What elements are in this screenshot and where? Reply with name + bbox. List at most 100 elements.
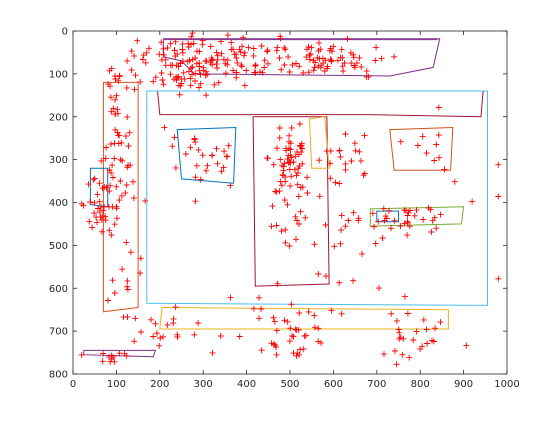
data-point-585 — [100, 350, 107, 357]
data-point-328 — [192, 174, 199, 181]
data-point-261 — [123, 239, 130, 246]
data-point-95 — [179, 49, 186, 56]
data-point-7 — [158, 56, 165, 63]
data-point-599 — [323, 273, 329, 280]
data-point-397 — [288, 173, 295, 180]
data-point-370 — [287, 182, 294, 189]
data-point-367 — [282, 226, 289, 233]
data-point-127 — [340, 68, 347, 75]
data-point-454 — [273, 222, 280, 229]
data-point-391 — [282, 178, 289, 185]
data-point-532 — [311, 324, 318, 331]
data-point-588 — [116, 350, 123, 357]
data-point-483 — [407, 207, 413, 214]
data-point-612 — [350, 277, 357, 284]
data-point-457 — [404, 212, 411, 219]
data-point-316 — [108, 232, 115, 238]
data-point-29 — [213, 61, 220, 67]
data-point-134 — [338, 46, 345, 53]
data-point-139 — [305, 69, 312, 76]
data-point-425 — [356, 148, 363, 155]
data-point-100 — [208, 57, 215, 64]
data-point-224 — [113, 92, 120, 99]
data-point-597 — [256, 294, 262, 301]
data-point-302 — [78, 200, 85, 207]
data-point-515 — [281, 317, 288, 324]
polygon-4 — [102, 81, 139, 313]
data-point-277 — [111, 140, 118, 147]
data-point-28 — [158, 39, 165, 46]
data-point-325 — [204, 162, 211, 169]
data-point-436 — [315, 271, 322, 277]
data-point-211 — [211, 81, 218, 88]
data-point-531 — [338, 310, 345, 317]
y-tick-label: 700 — [49, 327, 68, 338]
data-point-485 — [441, 166, 448, 173]
data-point-575 — [156, 342, 163, 349]
data-point-432 — [338, 227, 345, 234]
data-point-98 — [159, 77, 166, 83]
data-point-439 — [282, 239, 289, 246]
data-point-155 — [308, 44, 315, 51]
data-point-488 — [397, 138, 404, 145]
data-point-487 — [419, 133, 426, 140]
data-point-221 — [124, 57, 131, 64]
data-point-347 — [187, 144, 194, 151]
polygon-3 — [146, 90, 488, 306]
data-point-438 — [296, 221, 302, 227]
data-point-520 — [311, 312, 318, 319]
data-point-428 — [361, 170, 368, 177]
data-point-102 — [245, 44, 252, 51]
data-point-441 — [295, 193, 302, 200]
data-point-309 — [101, 184, 108, 190]
data-point-172 — [293, 60, 299, 67]
data-point-329 — [161, 124, 168, 131]
data-point-214 — [189, 71, 195, 78]
data-point-92 — [184, 58, 191, 65]
data-point-266 — [118, 192, 125, 199]
data-point-343 — [213, 145, 220, 152]
data-point-392 — [296, 163, 303, 170]
data-point-528 — [236, 333, 243, 340]
data-point-411 — [358, 157, 364, 164]
data-point-52 — [172, 53, 179, 60]
data-point-93 — [236, 46, 243, 53]
data-point-540 — [410, 337, 417, 343]
data-point-240 — [103, 144, 110, 151]
data-point-289 — [85, 181, 92, 188]
data-point-99 — [214, 65, 221, 71]
data-point-571 — [209, 349, 216, 356]
data-point-283 — [96, 180, 103, 187]
data-point-330 — [193, 162, 200, 169]
data-point-492 — [433, 141, 440, 148]
data-point-446 — [292, 213, 299, 220]
polygon-13 — [83, 349, 157, 358]
data-point-182 — [305, 43, 312, 50]
data-point-448 — [311, 241, 318, 248]
data-point-91 — [196, 63, 203, 70]
data-point-255 — [114, 215, 120, 222]
data-point-101 — [203, 68, 210, 75]
data-point-228 — [112, 96, 119, 103]
data-point-152 — [278, 66, 285, 73]
data-point-497 — [250, 305, 257, 312]
data-point-105 — [218, 38, 224, 45]
data-point-170 — [315, 47, 322, 54]
data-point-201 — [215, 79, 222, 86]
data-point-502 — [258, 306, 265, 312]
data-point-526 — [303, 332, 309, 339]
data-point-424 — [323, 148, 330, 155]
data-point-285 — [91, 175, 98, 182]
data-point-60 — [224, 61, 231, 68]
data-point-223 — [131, 86, 138, 93]
data-point-434 — [293, 236, 299, 243]
x-tick-label: 0 — [70, 379, 76, 390]
data-point-554 — [388, 310, 395, 317]
data-point-55 — [252, 69, 259, 76]
data-point-564 — [160, 333, 166, 340]
data-point-140 — [276, 55, 283, 61]
data-point-311 — [119, 266, 126, 273]
data-point-103 — [160, 45, 167, 52]
data-point-229 — [108, 108, 115, 115]
